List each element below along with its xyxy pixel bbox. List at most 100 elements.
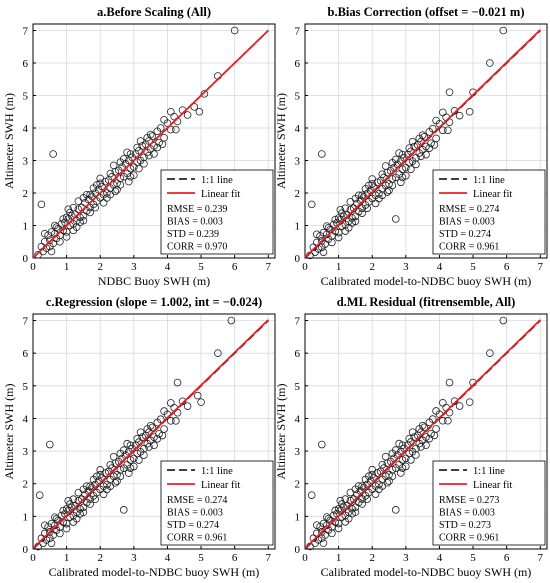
- data-point: [230, 26, 239, 35]
- x-tick-label: 3: [131, 552, 137, 564]
- data-point: [361, 185, 370, 193]
- y-tick-label: 1: [23, 511, 29, 523]
- y-axis-label: Altimeter SWH (m): [2, 384, 16, 480]
- data-point: [398, 150, 407, 159]
- data-point: [396, 469, 405, 477]
- data-point: [52, 223, 61, 231]
- x-tick-label: 2: [369, 552, 375, 564]
- data-point: [420, 133, 429, 141]
- y-tick-label: 1: [295, 511, 301, 523]
- stat-text: STD = 0.273: [439, 520, 491, 531]
- x-tick-label: 6: [232, 552, 238, 564]
- data-point: [398, 173, 407, 182]
- data-point: [133, 435, 141, 443]
- data-point: [64, 205, 73, 214]
- x-tick-label: 5: [198, 261, 204, 273]
- data-point: [486, 59, 494, 67]
- data-point: [106, 461, 115, 469]
- data-point: [358, 500, 366, 508]
- data-point: [383, 188, 392, 196]
- y-tick-label: 5: [23, 381, 29, 393]
- data-point: [318, 440, 326, 449]
- x-tick-label: 2: [97, 552, 103, 564]
- data-point: [405, 434, 413, 443]
- x-tick-label: 7: [538, 552, 544, 564]
- y-axis-label: Altimeter SWH (m): [2, 93, 16, 189]
- data-point: [167, 399, 175, 407]
- data-point: [145, 443, 153, 451]
- legend-entry: Linear fit: [201, 480, 240, 491]
- data-point: [116, 158, 125, 166]
- data-point: [74, 488, 83, 497]
- x-axis-label: Calibrated model-to-NDBC buoy SWH (m): [321, 565, 532, 579]
- data-point: [358, 191, 366, 200]
- x-tick-label: 3: [403, 261, 409, 273]
- data-point: [124, 177, 133, 186]
- x-tick-label: 6: [232, 261, 238, 273]
- data-point: [89, 184, 98, 192]
- data-point: [116, 449, 125, 458]
- legend-entry: 1:1 line: [201, 466, 233, 477]
- data-point: [167, 125, 175, 134]
- stat-text: STD = 0.239: [167, 229, 219, 240]
- data-point: [323, 222, 331, 230]
- data-point: [86, 190, 94, 199]
- data-point: [86, 208, 94, 217]
- legend-box: [160, 460, 274, 546]
- data-point: [381, 452, 390, 461]
- data-point: [193, 391, 202, 400]
- data-point: [156, 415, 165, 424]
- data-point: [167, 417, 175, 425]
- stat-text: CORR = 0.961: [439, 242, 499, 253]
- data-point: [40, 521, 49, 530]
- y-tick-label: 2: [295, 188, 301, 200]
- y-tick-label: 7: [23, 316, 29, 328]
- linear-fit-line: [304, 319, 541, 549]
- data-point: [135, 164, 143, 173]
- data-point: [52, 514, 61, 523]
- data-point: [96, 466, 105, 474]
- data-point: [91, 495, 99, 503]
- data-point: [59, 226, 68, 235]
- data-point: [439, 108, 447, 117]
- y-tick-label: 0: [23, 253, 29, 265]
- data-point: [402, 172, 410, 180]
- data-point: [40, 229, 49, 238]
- y-axis-label: Altimeter SWH (m): [274, 93, 288, 189]
- data-point: [133, 143, 141, 152]
- data-point: [351, 508, 360, 516]
- stat-text: BIAS = 0.003: [167, 217, 223, 228]
- data-point: [59, 215, 68, 223]
- data-point: [158, 140, 167, 149]
- data-point: [341, 518, 350, 526]
- data-point: [430, 431, 439, 440]
- x-tick-label: 3: [131, 261, 137, 273]
- x-tick-label: 0: [302, 261, 308, 273]
- data-point: [361, 475, 370, 484]
- data-point: [358, 209, 366, 217]
- chart-panel-a: 0 1 2 3 4 5 6 7 0 1 2 3 4 5 6 7 a.Before Scaling (All) ND…: [2, 5, 276, 288]
- data-point: [123, 148, 131, 157]
- legend-box: [432, 169, 546, 255]
- y-tick-label: 3: [23, 156, 29, 168]
- data-point: [82, 190, 91, 199]
- data-point: [368, 175, 377, 183]
- data-point: [439, 416, 447, 425]
- plot-frame: [304, 313, 548, 550]
- data-point: [328, 238, 336, 247]
- data-point: [62, 233, 71, 241]
- data-point: [341, 204, 350, 213]
- data-point: [160, 425, 168, 433]
- data-point: [432, 134, 440, 143]
- data-point: [383, 478, 392, 487]
- y-tick-label: 1: [295, 221, 301, 233]
- data-point: [51, 513, 59, 521]
- data-point: [148, 132, 157, 140]
- x-tick-label: 3: [403, 552, 409, 564]
- data-point: [82, 482, 91, 490]
- data-point: [150, 150, 158, 158]
- legend-entry: 1:1 line: [473, 175, 505, 186]
- plot-frame: [32, 313, 276, 550]
- data-point: [417, 152, 425, 161]
- data-point: [341, 495, 350, 503]
